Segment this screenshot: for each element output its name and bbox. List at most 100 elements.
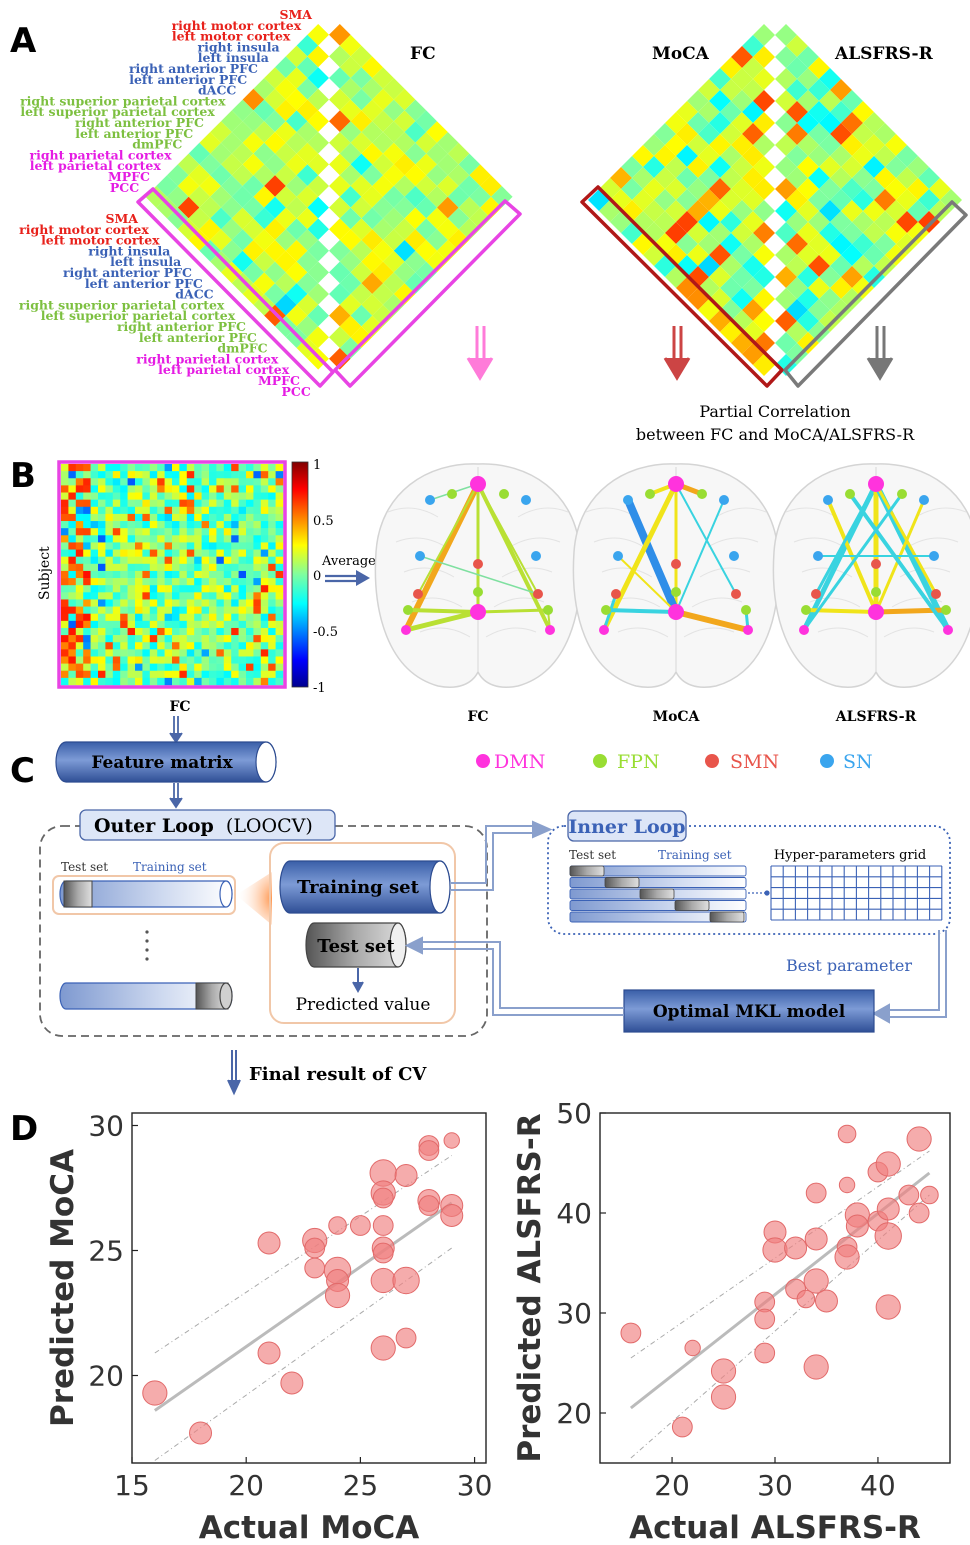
network-node-smn [731, 589, 741, 599]
matrix-cell [157, 585, 165, 593]
matrix-cell [469, 164, 491, 186]
matrix-cell [157, 478, 165, 486]
scatter-point [803, 1268, 829, 1294]
scatter-point [845, 1214, 869, 1238]
matrix-cell [201, 592, 210, 600]
matrix-cell [238, 656, 247, 664]
matrix-cell [221, 132, 243, 154]
network-edge [673, 609, 751, 633]
network-edge [848, 492, 950, 632]
matrix-cell [415, 218, 437, 240]
brain-gyrus [785, 507, 837, 518]
matrix-cell [246, 635, 254, 643]
matrix-cell [75, 478, 84, 486]
brain-gyrus [691, 597, 743, 608]
matrix-cell [83, 506, 91, 515]
matrix-cell [231, 556, 239, 565]
inner-fold-cylinder [569, 900, 747, 911]
matrix-cell [268, 563, 276, 572]
matrix-cell [253, 528, 262, 536]
matrix-cell [253, 585, 262, 593]
matrix-cell [209, 542, 217, 550]
matrix-cell [383, 294, 405, 316]
matrix-cell [201, 613, 210, 622]
matrix-cell [149, 513, 158, 522]
matrix-cell [112, 613, 121, 622]
matrix-cell [149, 485, 158, 493]
matrix-cell [61, 635, 69, 643]
matrix-cell [135, 485, 143, 493]
matrix-cell [194, 471, 202, 479]
matrix-cell [127, 677, 136, 686]
network-edge [802, 492, 904, 632]
matrix-cell [275, 121, 297, 143]
matrix-cell [127, 513, 136, 522]
matrix-cell [201, 627, 210, 636]
matrix-cell [231, 613, 239, 622]
matrix-cell [275, 492, 284, 500]
matrix-cell [75, 649, 84, 657]
matrix-cell [223, 677, 232, 686]
matrix-cell [329, 261, 351, 284]
matrix-cell [120, 464, 128, 472]
matrix-cell [361, 294, 383, 316]
matrix-cell [164, 592, 173, 600]
matrix-cell [246, 478, 254, 486]
scatter-point [908, 1202, 930, 1224]
matrix-cell [90, 471, 99, 479]
matrix-cell [105, 471, 114, 479]
matrix-cell [210, 229, 232, 251]
matrix-cell [90, 642, 99, 650]
brain-gyrus [809, 597, 861, 608]
roi-label: right superior parietal cortex [19, 297, 225, 312]
matrix-cell [246, 592, 254, 600]
matrix-cell [393, 153, 416, 176]
matrix-cell [90, 556, 99, 565]
matrix-cell [223, 635, 232, 643]
matrix-cell [253, 207, 275, 230]
matrix-cell [120, 642, 128, 650]
matrix-cell [68, 549, 77, 557]
brain-gyrus [891, 597, 943, 608]
matrix-cell [112, 556, 121, 565]
fit-line [153, 1201, 453, 1412]
matrix-cell [120, 677, 128, 686]
matrix-cell [231, 570, 239, 579]
matrix-cell [179, 663, 188, 672]
matrix-cell [112, 592, 121, 600]
matrix-cell [112, 663, 121, 672]
roi-label: left parietal cortex [158, 362, 290, 377]
matrix-cell [157, 599, 165, 607]
matrix-cell [188, 207, 211, 230]
matrix-cell [231, 186, 254, 208]
matrix-cell [149, 578, 158, 586]
legend-label-fpn: FPN [617, 751, 660, 773]
brain-gyrus [715, 507, 767, 518]
matrix-cell [186, 499, 195, 508]
matrix-cell [246, 585, 254, 593]
matrix-cell [120, 499, 128, 508]
matrix-cell [268, 549, 276, 557]
network-node-sn [531, 551, 541, 561]
matrix-cell [164, 620, 173, 629]
matrix-cell [179, 649, 188, 657]
matrix-cell [127, 620, 136, 629]
matrix-cell [179, 592, 188, 600]
matrix-cell [68, 677, 77, 686]
matrix-cell [253, 492, 262, 500]
matrix-cell [260, 570, 269, 579]
matrix-cell [135, 663, 143, 672]
matrix-cell [201, 513, 210, 522]
matrix-cell [275, 613, 284, 622]
inner-loop-tag [567, 810, 687, 842]
folds-to-grid-connector [748, 890, 770, 896]
legend-dot-smn [705, 754, 719, 768]
matrix-cell [268, 592, 276, 600]
y-tick-label: 25 [88, 1235, 124, 1268]
matrix-cell [68, 663, 77, 672]
matrix-cell [75, 499, 84, 508]
matrix-cell [231, 99, 254, 122]
matrix-cell [105, 585, 114, 593]
matrix-cell [157, 627, 165, 636]
matrix-cell [231, 506, 239, 515]
